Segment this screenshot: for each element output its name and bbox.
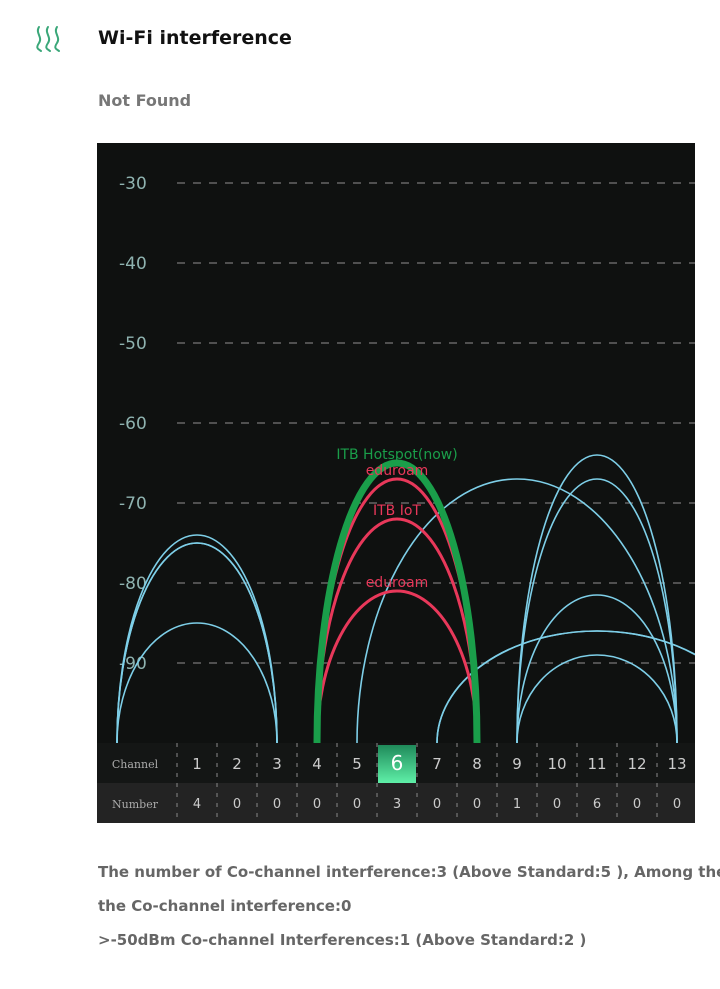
channel-count: 0	[673, 797, 681, 812]
channel-label: 3	[272, 755, 282, 773]
row-label: Channel	[112, 758, 159, 771]
summary: The number of Co-channel interference:3 …	[98, 855, 720, 957]
channel-label: 6	[391, 751, 404, 775]
y-tick-label: -30	[119, 174, 147, 194]
channel-label: 10	[547, 755, 566, 773]
status-text: Not Found	[98, 91, 192, 110]
signal-arc	[116, 622, 278, 744]
network-label: ITB IoT	[373, 503, 421, 519]
summary-line-2: the Co-channel interference:0	[98, 897, 352, 915]
channel-label: 4	[312, 755, 322, 773]
current-channel-highlight	[378, 745, 416, 783]
channel-count: 6	[593, 797, 601, 812]
channel-label: 9	[512, 755, 522, 773]
y-tick-label: -80	[119, 574, 147, 594]
signal-arc	[516, 594, 678, 744]
summary-line-1: The number of Co-channel interference:3 …	[98, 863, 720, 881]
channel-count: 3	[393, 797, 401, 812]
network-label: eduroam	[366, 463, 429, 479]
signal-arc	[516, 454, 678, 744]
channel-count: 0	[273, 797, 281, 812]
channel-label: 1	[192, 755, 202, 773]
summary-line-3: >-50dBm Co-channel Interferences:1 (Abov…	[98, 931, 587, 949]
network-label: eduroam	[366, 575, 429, 591]
signal-arc	[356, 478, 678, 744]
channel-label: 13	[667, 755, 686, 773]
signal-arc	[313, 459, 481, 744]
channel-label: 5	[352, 755, 362, 773]
channel-label: 2	[232, 755, 242, 773]
y-tick-label: -40	[119, 254, 147, 274]
number-row	[97, 783, 695, 823]
channel-count: 4	[193, 797, 201, 812]
signal-arc	[516, 654, 678, 744]
wifi-interference-wave-icon	[36, 26, 60, 52]
y-tick-label: -60	[119, 414, 147, 434]
signal-arc	[116, 542, 278, 744]
y-tick-label: -50	[119, 334, 147, 354]
y-tick-label: -70	[119, 494, 147, 514]
channel-label: 11	[587, 755, 606, 773]
signal-arc	[315, 589, 479, 744]
network-label: ITB Hotspot(now)	[336, 447, 457, 463]
page-title: Wi-Fi interference	[98, 27, 292, 49]
channel-label: 12	[627, 755, 646, 773]
channel-count: 0	[553, 797, 561, 812]
channel-label: 7	[432, 755, 442, 773]
row-label: Number	[112, 798, 159, 811]
channel-count: 0	[433, 797, 441, 812]
channel-count: 0	[233, 797, 241, 812]
signal-arc	[116, 534, 278, 744]
channel-count: 0	[313, 797, 321, 812]
channel-count: 1	[513, 797, 521, 812]
signal-arc	[436, 630, 695, 744]
channel-count: 0	[473, 797, 481, 812]
channel-count: 0	[633, 797, 641, 812]
signal-arc	[116, 542, 278, 744]
channel-count: 0	[353, 797, 361, 812]
signal-arc	[516, 478, 678, 744]
channel-label: 8	[472, 755, 482, 773]
